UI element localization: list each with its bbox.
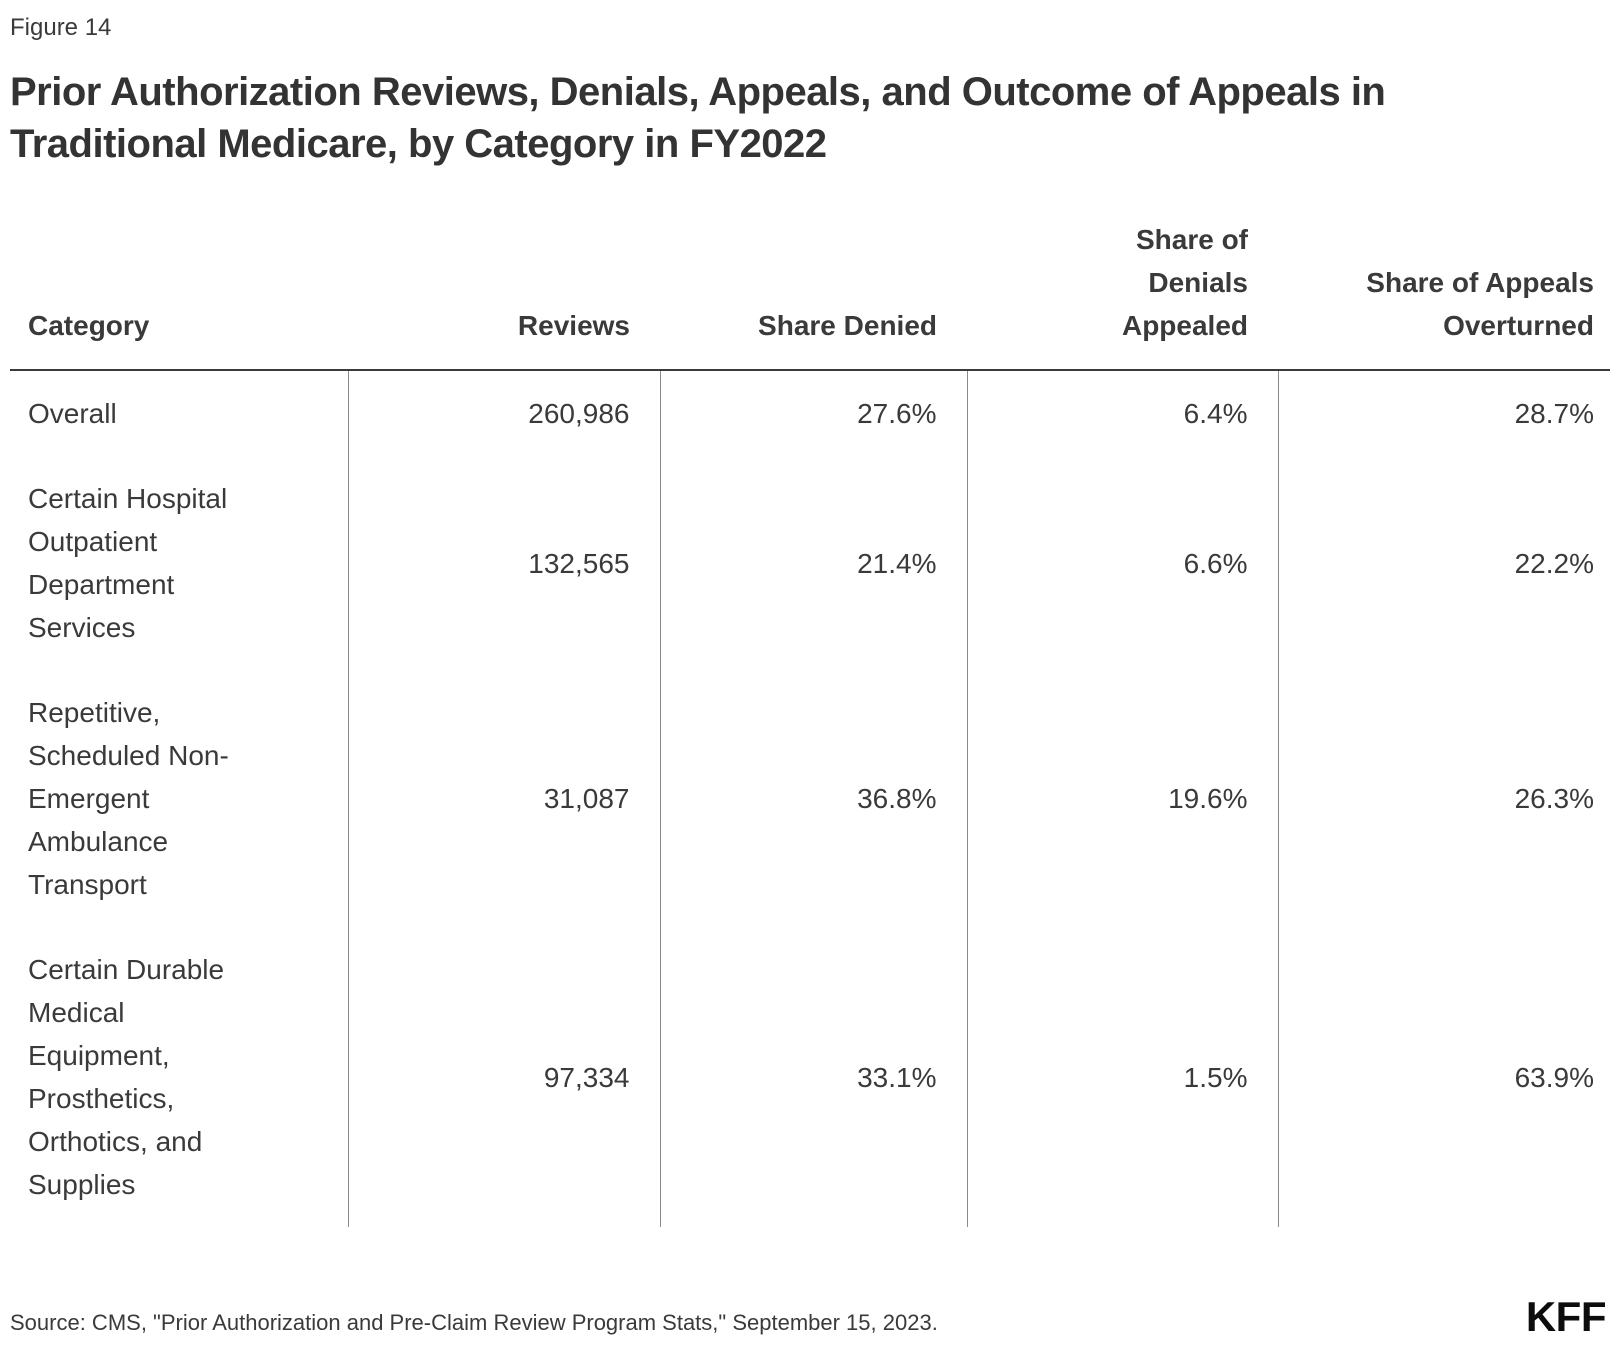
cell-share-appeals-overturned: 63.9% xyxy=(1277,927,1610,1227)
figure-label: Figure 14 xyxy=(10,14,112,41)
header-row: Category Reviews Share Denied Share of D… xyxy=(10,218,1610,371)
column-header-reviews: Reviews xyxy=(348,218,660,371)
table-row: Repetitive, Scheduled Non- Emergent Ambu… xyxy=(10,670,1610,927)
source-text: Source: CMS, "Prior Authorization and Pr… xyxy=(10,1310,938,1335)
cell-share-appeals-overturned: 28.7% xyxy=(1277,370,1610,456)
cell-share-denials-appealed: 19.6% xyxy=(966,670,1278,927)
cell-category: Certain Hospital Outpatient Department S… xyxy=(28,483,228,643)
page-title: Prior Authorization Reviews, Denials, Ap… xyxy=(10,70,1386,166)
cell-share-denied: 27.6% xyxy=(659,370,967,456)
cell-share-denials-appealed: 6.4% xyxy=(966,370,1278,456)
column-header-share-denials-appealed: Share of Denials Appealed xyxy=(967,218,1278,371)
footer: Source: CMS, "Prior Authorization and Pr… xyxy=(10,1293,1607,1340)
cell-reviews: 97,334 xyxy=(347,927,660,1227)
cell-category: Repetitive, Scheduled Non- Emergent Ambu… xyxy=(28,697,229,900)
kff-logo: KFF xyxy=(1525,1293,1607,1340)
cell-share-appeals-overturned: 22.2% xyxy=(1277,456,1610,670)
table-row: Overall 260,986 27.6% 6.4% 28.7% xyxy=(10,370,1610,456)
cell-share-denials-appealed: 6.6% xyxy=(966,456,1278,670)
table-row: Certain Durable Medical Equipment, Prost… xyxy=(10,927,1610,1227)
cell-reviews: 132,565 xyxy=(347,456,660,670)
column-header-category: Category xyxy=(10,218,348,371)
cell-category: Certain Durable Medical Equipment, Prost… xyxy=(28,954,225,1200)
cell-share-denied: 33.1% xyxy=(659,927,967,1227)
table-row: Certain Hospital Outpatient Department S… xyxy=(10,456,1610,670)
cell-share-denied: 21.4% xyxy=(659,456,967,670)
data-table: Category Reviews Share Denied Share of D… xyxy=(10,218,1610,1227)
cell-reviews: 31,087 xyxy=(347,670,660,927)
cell-share-denials-appealed: 1.5% xyxy=(966,927,1278,1227)
cell-share-denied: 36.8% xyxy=(659,670,967,927)
cell-share-appeals-overturned: 26.3% xyxy=(1277,670,1610,927)
cell-category: Overall xyxy=(28,398,117,429)
cell-reviews: 260,986 xyxy=(347,370,660,456)
column-header-share-appeals-overturned: Share of Appeals Overturned xyxy=(1278,218,1610,371)
column-header-share-denied: Share Denied xyxy=(660,218,967,371)
